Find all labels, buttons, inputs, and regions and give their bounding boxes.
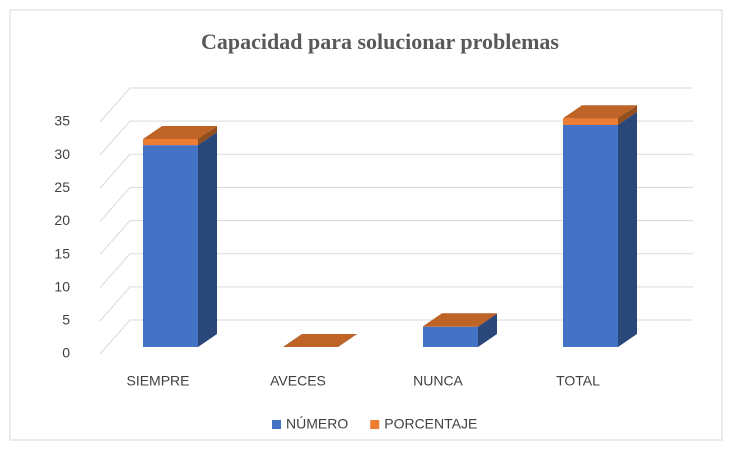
y-tick-label: 0: [62, 345, 70, 361]
legend-label: NÚMERO: [286, 416, 348, 432]
bar-segment: [143, 139, 198, 146]
bar-segment: [143, 145, 198, 347]
bar-top: [143, 126, 217, 140]
grid-line: [99, 253, 693, 289]
bar-top: [283, 334, 357, 347]
grid-line: [99, 87, 693, 123]
y-tick-label: 25: [54, 179, 70, 195]
x-tick-label: NUNCA: [413, 373, 463, 389]
y-tick-label: 15: [54, 245, 70, 261]
y-tick-label: 30: [54, 146, 70, 162]
legend-swatch: [370, 420, 380, 429]
bar-side: [198, 132, 217, 347]
bar-side: [618, 111, 637, 347]
x-tick-label: SIEMPRE: [126, 373, 189, 389]
y-tick-label: 20: [54, 212, 70, 228]
x-tick-label: TOTAL: [556, 373, 600, 389]
bar-segment: [423, 326, 478, 347]
bar-side: [198, 126, 217, 146]
bar-segment: [563, 118, 618, 125]
bar-segment: [563, 124, 618, 347]
bar-top: [563, 105, 637, 119]
bar-top: [423, 313, 497, 327]
legend-swatch: [272, 420, 281, 429]
y-tick-label: 10: [54, 278, 70, 294]
grid-line: [99, 153, 693, 189]
grid-line: [99, 186, 693, 222]
legend-label: PORCENTAJE: [384, 416, 477, 432]
grid-line: [99, 286, 693, 322]
grid-line: [99, 220, 693, 255]
bar-side: [478, 313, 497, 347]
bar-segment: [423, 326, 478, 327]
chart-title: Capacidad para solucionar problemas: [201, 29, 559, 54]
bar-side: [478, 313, 497, 327]
y-tick-label: 35: [54, 113, 70, 129]
x-tick-label: AVECES: [270, 373, 326, 389]
y-tick-label: 5: [62, 312, 70, 328]
grid-line: [99, 319, 693, 355]
grid-line: [99, 120, 693, 156]
bar-side: [618, 105, 637, 125]
